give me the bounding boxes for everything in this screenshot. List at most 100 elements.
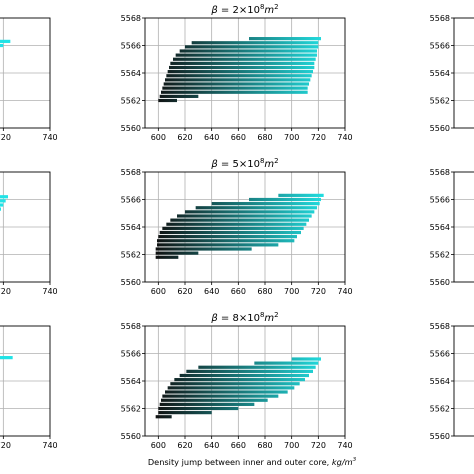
x-tick-label: 720: [311, 133, 326, 142]
x-tick-label: 680: [257, 287, 272, 296]
y-tick-label: 5560: [430, 432, 450, 441]
panel-middle-center: 5560 5562 5564 5566 5568 600 620 640 660 680 700 72…: [121, 157, 353, 296]
data-row: [155, 247, 252, 251]
x-tick-label: 640: [204, 441, 219, 450]
x-tick-label: 740: [42, 133, 57, 142]
data-row: [0, 39, 11, 43]
y-tick-label: 5566: [121, 350, 141, 359]
y-tick-label: 5568: [430, 14, 450, 23]
data-row: [162, 226, 304, 230]
data-row: [170, 61, 315, 65]
x-tick-label: 700: [284, 441, 299, 450]
x-tick-label: 740: [337, 287, 352, 296]
panel-title-part: m: [264, 159, 274, 170]
y-tick-label: 5564: [121, 377, 141, 386]
panel-title: β = 5×108m2: [210, 157, 278, 170]
y-tick-label: 5566: [430, 42, 450, 51]
y-tick-label: 5562: [430, 251, 450, 260]
data-row: [211, 202, 320, 206]
data-row: [166, 74, 312, 78]
x-tick-label: 640: [204, 287, 219, 296]
y-tick-label: 5560: [430, 124, 450, 133]
data-row: [158, 98, 177, 103]
data-row: [186, 369, 313, 373]
panel-title-part: = 2×10: [218, 5, 260, 16]
data-row: [163, 82, 309, 86]
data-row: [249, 197, 321, 202]
x-tick-label: 740: [42, 287, 57, 296]
x-tick-label: 620: [177, 133, 192, 142]
y-tick-label: 5562: [121, 405, 141, 414]
data-row: [185, 210, 315, 214]
y-tick-label: 5566: [430, 196, 450, 205]
data-row: [157, 239, 295, 243]
data-row: [158, 411, 212, 415]
x-tick-label: 720: [0, 287, 11, 296]
y-tick-label: 5566: [121, 196, 141, 205]
x-tick-label: 720: [311, 287, 326, 296]
data-row: [159, 230, 301, 235]
data-row: [155, 415, 172, 419]
data-row: [195, 206, 317, 210]
panel-title-part: 2: [274, 311, 278, 319]
x-tick-label: 620: [177, 287, 192, 296]
x-tick-label: 720: [0, 441, 11, 450]
data-row: [155, 255, 179, 259]
data-row: [173, 57, 316, 61]
data-row: [165, 78, 311, 82]
panel-title-part: β: [210, 5, 218, 16]
data-row: [170, 218, 309, 222]
data-row: [0, 195, 8, 199]
y-tick-label: 5562: [430, 405, 450, 414]
axes-frame: [0, 325, 51, 437]
data-row: [179, 373, 309, 378]
x-tick-label: 660: [231, 133, 246, 142]
panel-title: β = 8×108m2: [210, 311, 278, 324]
y-tick-label: 5564: [121, 223, 141, 232]
data-row: [278, 193, 324, 197]
y-tick-label: 5564: [121, 69, 141, 78]
data-row: [175, 53, 317, 57]
data-row: [162, 394, 279, 398]
panel-title-part: m: [264, 5, 274, 16]
panel-title-part: 8: [260, 311, 264, 319]
data-row: [159, 402, 255, 406]
data-row: [169, 65, 315, 70]
y-tick-label: 5568: [121, 14, 141, 23]
data-row: [165, 390, 288, 394]
y-tick-label: 5568: [121, 322, 141, 331]
x-tick-label: 700: [284, 287, 299, 296]
data-row: [249, 37, 321, 41]
x-tick-label: 600: [151, 133, 166, 142]
y-tick-label: 5568: [430, 168, 450, 177]
data-row: [0, 356, 13, 360]
x-tick-label: 740: [42, 441, 57, 450]
x-tick-label: 600: [151, 441, 166, 450]
panel-left-bottom: 720 740: [0, 325, 58, 450]
panel-title-part: β: [210, 159, 218, 170]
panel-left-center: 720 740: [0, 171, 58, 296]
y-tick-label: 5560: [121, 124, 141, 133]
y-tick-label: 5562: [121, 251, 141, 260]
panels: 5560 5562 5564 5566 5568 600 620 640 660 680 700 72…: [0, 3, 474, 450]
data-row: [291, 357, 321, 361]
y-tick-label: 5566: [121, 42, 141, 51]
panel-title-part: 2: [274, 157, 278, 165]
data-row: [170, 382, 300, 386]
x-tick-label: 680: [257, 441, 272, 450]
data-row: [0, 43, 4, 48]
data-row: [167, 70, 313, 74]
data-row: [0, 203, 4, 207]
y-tick-label: 5560: [430, 278, 450, 287]
data-row: [185, 45, 319, 49]
data-row: [157, 243, 279, 247]
data-row: [198, 365, 316, 369]
x-tick-label: 740: [337, 133, 352, 142]
x-tick-label: 660: [231, 287, 246, 296]
x-tick-label: 720: [0, 133, 11, 142]
x-tick-label: 680: [257, 133, 272, 142]
x-tick-label: 740: [337, 441, 352, 450]
panel-title-part: 8: [260, 3, 264, 11]
